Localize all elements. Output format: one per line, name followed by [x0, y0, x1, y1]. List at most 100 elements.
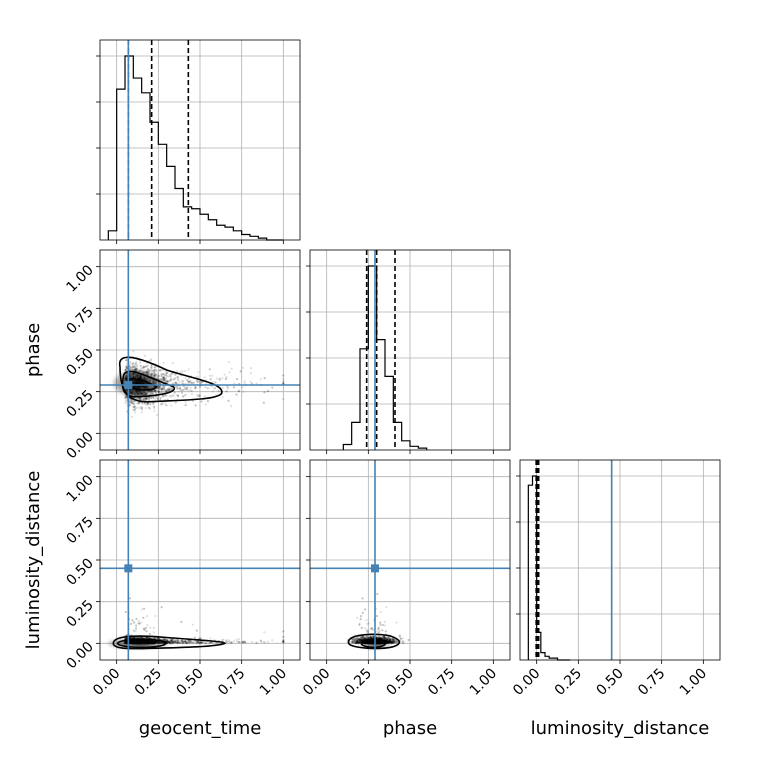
sample-point	[139, 398, 142, 401]
sample-point	[243, 382, 246, 385]
sample-point	[160, 375, 163, 378]
sample-point	[169, 373, 172, 376]
sample-point	[165, 372, 168, 375]
sample-point	[154, 397, 157, 400]
sample-point	[163, 638, 166, 641]
sample-point	[199, 641, 202, 644]
sample-point	[184, 640, 187, 643]
sample-point	[176, 641, 179, 644]
sample-point	[196, 380, 199, 383]
sample-point	[176, 641, 179, 644]
sample-point	[187, 640, 190, 644]
sample-point	[166, 380, 169, 383]
sample-point	[175, 393, 179, 397]
sample-point	[366, 637, 370, 640]
sample-point	[232, 386, 236, 389]
sample-point	[147, 368, 150, 371]
sample-point	[357, 641, 360, 644]
sample-point	[131, 619, 134, 622]
sample-point	[160, 388, 163, 391]
sample-point	[263, 641, 266, 644]
sample-point	[151, 392, 154, 395]
sample-point	[241, 640, 244, 644]
sample-point	[235, 393, 238, 396]
sample-point	[198, 641, 201, 644]
sample-point	[193, 636, 197, 639]
sample-point	[185, 642, 189, 645]
sample-point	[133, 365, 136, 369]
sample-point	[189, 386, 192, 389]
sample-point	[136, 402, 139, 405]
sample-point	[142, 616, 145, 619]
sample-point	[140, 636, 143, 639]
sample-point	[161, 379, 164, 382]
sample-point	[185, 641, 188, 645]
sample-point	[164, 389, 167, 392]
sample-point	[134, 624, 138, 627]
sample-point	[164, 374, 168, 377]
sample-point	[172, 640, 175, 643]
sample-point	[166, 379, 169, 383]
sample-point	[200, 640, 203, 643]
y-tick-label: 0.50	[63, 346, 96, 379]
sample-point	[282, 641, 285, 644]
sample-point	[364, 608, 367, 611]
sample-point	[166, 374, 169, 377]
sample-point	[392, 640, 395, 644]
sample-point	[132, 621, 136, 624]
sample-point	[362, 636, 365, 640]
sample-point	[143, 354, 147, 357]
sample-point	[204, 642, 207, 645]
sample-point	[186, 378, 189, 382]
sample-point	[237, 641, 241, 644]
sample-point	[152, 396, 155, 399]
sample-point	[141, 402, 144, 405]
sample-point	[380, 637, 383, 640]
sample-point	[153, 405, 156, 408]
sample-point	[172, 378, 175, 382]
sample-point	[186, 386, 189, 389]
sample-point	[180, 641, 183, 645]
sample-point	[182, 642, 185, 645]
sample-point	[161, 395, 165, 398]
sample-point	[156, 413, 159, 417]
sample-point	[131, 636, 134, 639]
sample-point	[135, 617, 138, 620]
sample-point	[170, 641, 173, 644]
sample-point	[144, 626, 148, 629]
sample-point	[197, 642, 200, 645]
sample-point	[198, 641, 201, 645]
sample-point	[165, 638, 168, 642]
sample-point	[153, 373, 156, 376]
sample-point	[243, 640, 246, 643]
sample-point	[158, 637, 161, 640]
sample-point	[138, 622, 141, 625]
sample-point	[184, 404, 187, 407]
sample-point	[161, 378, 164, 381]
sample-point	[178, 641, 182, 645]
sample-point	[375, 636, 378, 639]
sample-point	[206, 400, 210, 403]
sample-point	[124, 396, 127, 400]
sample-point	[182, 388, 185, 392]
sample-point	[200, 400, 203, 403]
sample-point	[360, 637, 363, 640]
sample-point	[355, 639, 358, 642]
sample-point	[156, 370, 159, 373]
sample-point	[184, 641, 187, 644]
sample-point	[135, 627, 138, 630]
sample-point	[140, 407, 144, 411]
sample-point	[132, 621, 136, 624]
sample-point	[194, 386, 197, 389]
sample-point	[150, 366, 153, 369]
sample-point	[148, 403, 152, 406]
sample-point	[157, 637, 160, 640]
sample-point	[135, 367, 139, 370]
sample-point	[393, 639, 396, 642]
sample-point	[125, 395, 128, 398]
sample-point	[125, 395, 128, 399]
sample-point	[174, 373, 177, 376]
sample-point	[242, 390, 245, 393]
sample-point	[176, 394, 180, 398]
sample-point	[159, 378, 162, 381]
